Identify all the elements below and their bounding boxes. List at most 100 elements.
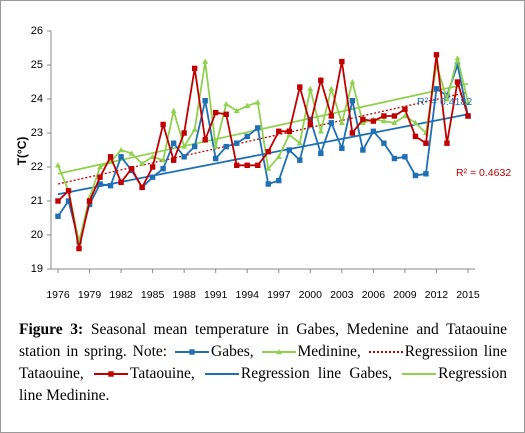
- legend-icon: [204, 373, 239, 376]
- y-tick-label: 25: [31, 59, 43, 71]
- data-point: [265, 181, 271, 187]
- data-point: [181, 143, 188, 149]
- x-tick-label: 1988: [172, 289, 196, 301]
- data-point: [297, 157, 303, 163]
- data-point: [97, 174, 103, 180]
- x-tick-label: 1979: [78, 289, 102, 301]
- data-point: [202, 137, 208, 143]
- data-point: [128, 150, 135, 156]
- data-point: [286, 131, 293, 137]
- x-tick-label: 1985: [141, 289, 165, 301]
- legend-label: Medinine,: [297, 343, 361, 360]
- legend-icon: [261, 349, 296, 355]
- data-point: [139, 160, 146, 166]
- data-point: [412, 172, 419, 179]
- data-point: [244, 133, 250, 140]
- data-point: [212, 109, 219, 116]
- data-point: [202, 98, 208, 104]
- data-point: [465, 113, 471, 119]
- data-point: [128, 166, 135, 172]
- legend-label: Regressiion line Tataouine,: [19, 343, 508, 382]
- data-point: [76, 245, 82, 252]
- legend-icon: [402, 373, 437, 376]
- data-point: [181, 130, 187, 136]
- data-point: [276, 128, 282, 134]
- x-tick-label: 2012: [425, 289, 449, 301]
- legend-marker: [189, 349, 195, 356]
- data-point: [360, 147, 366, 153]
- data-point: [412, 119, 419, 125]
- trendline: [57, 82, 469, 175]
- data-point: [181, 154, 187, 160]
- data-point: [86, 198, 93, 204]
- data-point: [212, 143, 219, 149]
- data-point: [107, 154, 114, 160]
- x-tick-label: 2015: [456, 289, 480, 301]
- data-point: [391, 119, 398, 125]
- data-point: [202, 58, 209, 64]
- y-tick-label: 21: [31, 195, 43, 207]
- data-point: [160, 166, 166, 172]
- data-point: [212, 155, 219, 162]
- data-point: [234, 140, 240, 146]
- data-point: [454, 55, 461, 61]
- data-point: [265, 165, 272, 171]
- data-point: [401, 113, 408, 119]
- data-point: [191, 126, 198, 132]
- data-point: [391, 155, 398, 162]
- data-point: [465, 99, 471, 105]
- data-point: [318, 150, 324, 157]
- data-point: [107, 183, 114, 189]
- data-point: [276, 177, 282, 184]
- y-tick-label: 20: [31, 229, 43, 241]
- x-tick-label: 2000: [299, 289, 323, 301]
- legend-marker: [108, 371, 114, 378]
- data-point: [359, 119, 366, 125]
- data-point: [391, 113, 398, 119]
- data-point: [170, 140, 177, 146]
- y-tick-label: 22: [31, 161, 43, 173]
- series-line: [57, 57, 469, 243]
- data-point: [170, 157, 177, 163]
- data-point: [65, 188, 72, 194]
- data-point: [118, 147, 125, 153]
- legend-label: Tataouine,: [129, 365, 195, 382]
- data-point: [118, 179, 124, 185]
- data-point: [297, 84, 303, 90]
- data-point: [338, 119, 345, 125]
- data-point: [255, 125, 261, 131]
- data-point: [118, 154, 124, 160]
- data-point: [381, 140, 387, 146]
- data-point: [55, 162, 61, 168]
- data-point: [307, 121, 314, 128]
- data-point: [139, 184, 145, 191]
- legend-label: Regression line Gabes,: [240, 365, 392, 382]
- data-point: [255, 162, 261, 168]
- data-point: [402, 106, 408, 112]
- caption: Figure 3: Seasonal mean temperature in G…: [19, 319, 507, 407]
- legend-icon: [368, 351, 403, 354]
- data-point: [370, 118, 377, 124]
- data-point: [233, 107, 240, 114]
- data-point: [97, 181, 103, 187]
- data-point: [160, 121, 166, 128]
- data-point: [349, 98, 356, 104]
- y-axis-title: T(°C): [15, 137, 29, 166]
- x-tick-label: 1982: [109, 289, 133, 301]
- data-point: [370, 128, 377, 134]
- x-tick-label: 1994: [236, 289, 260, 301]
- series-line: [57, 54, 469, 249]
- data-point: [380, 118, 387, 124]
- data-point: [349, 130, 356, 136]
- data-point: [191, 65, 198, 72]
- data-point: [307, 116, 314, 123]
- data-point: [65, 198, 72, 204]
- data-point: [107, 158, 114, 165]
- chart: T(°C) 19 20 21 22 23 24 25 26 1976 1979 1982 1985 19…: [15, 25, 511, 301]
- legend-label: Regression line Medinine.: [19, 365, 508, 404]
- data-point: [318, 77, 324, 83]
- caption-text: Seasonal mean temperature in Gabes, Mede…: [19, 321, 507, 360]
- data-point: [191, 143, 198, 150]
- data-point: [149, 164, 156, 170]
- data-point: [307, 85, 314, 91]
